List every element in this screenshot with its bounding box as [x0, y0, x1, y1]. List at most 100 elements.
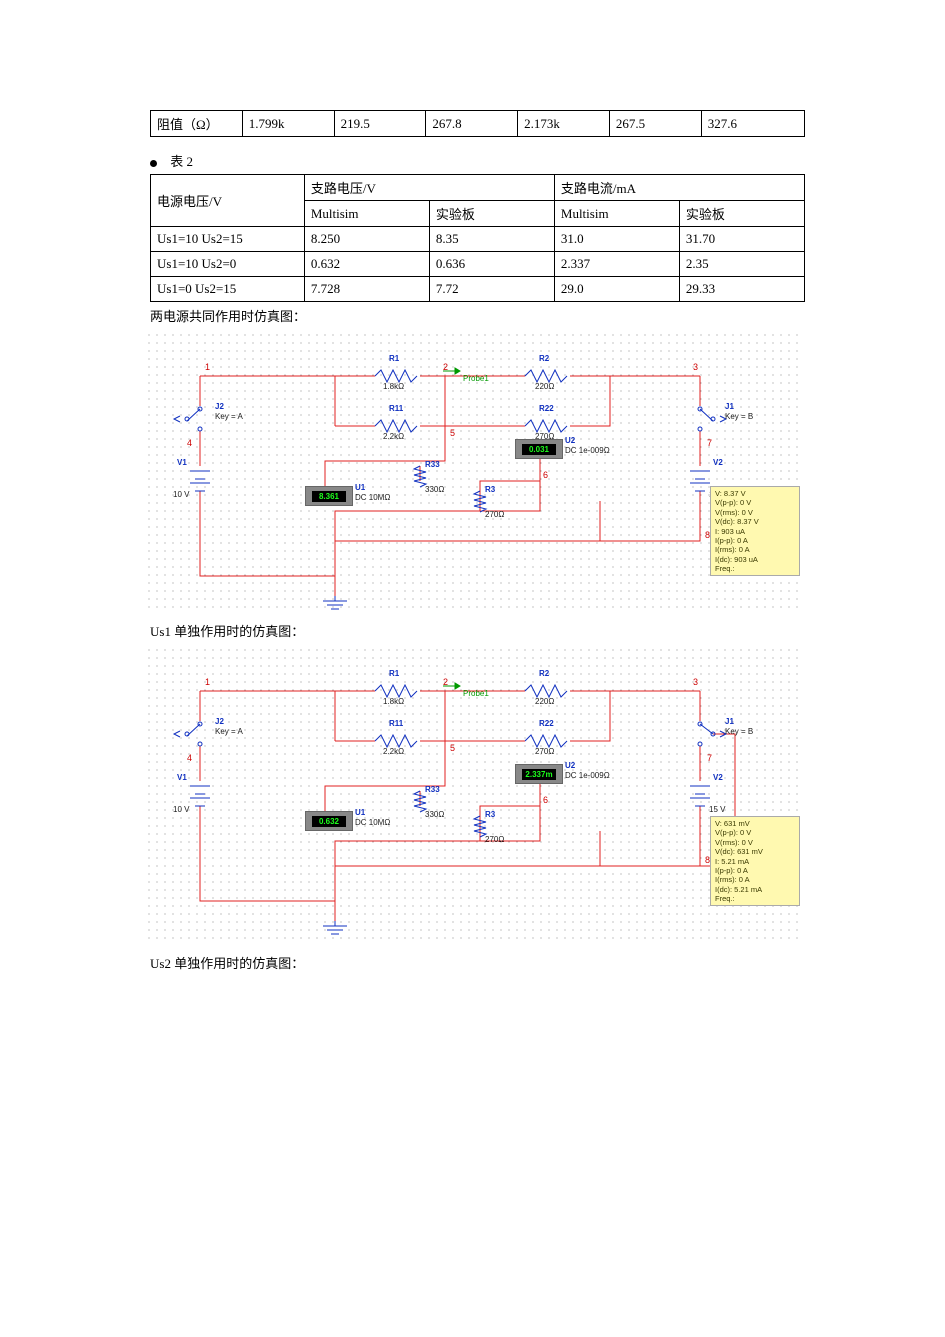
circuit-diagram-us1: 1 2 3 4 5 6 7 8 R1 1.8kΩ R2 220Ω R11 2.2… [145, 646, 800, 941]
comp-value: 1.8kΩ [383, 698, 404, 707]
comp-value: DC 1e-009Ω [565, 447, 610, 456]
comp-label: R33 [425, 461, 440, 470]
info-line: I(p-p): 0 A [715, 536, 795, 545]
comp-value: 10 V [173, 806, 189, 815]
caption-us1-only: Us1 Us1 单独作用时的仿真图： 单独作用时的仿真图： [150, 621, 805, 640]
info-line: Freq.: [715, 894, 795, 903]
info-line: V: 8.37 V [715, 489, 795, 498]
th: 实验板 [686, 207, 725, 222]
node-label: 4 [187, 439, 192, 449]
th: Multisim [561, 206, 609, 221]
comp-label: R2 [539, 670, 549, 679]
comp-label: U2 [565, 762, 575, 771]
cell: 7.728 [311, 281, 340, 296]
info-line: V(p-p): 0 V [715, 498, 795, 507]
meter-u2: 2.337m [515, 764, 563, 784]
cell: 267.8 [432, 116, 461, 131]
node-label: 3 [693, 363, 698, 373]
node-label: 1 [205, 678, 210, 688]
comp-label: R1 [389, 355, 399, 364]
probe-info-box: V: 8.37 V V(p-p): 0 V V(rms): 0 V V(dc):… [710, 486, 800, 576]
info-line: I(p-p): 0 A [715, 866, 795, 875]
info-line: Freq.: [715, 564, 795, 573]
comp-label: R2 [539, 355, 549, 364]
comp-label: R22 [539, 720, 554, 729]
table2-heading-text: 表 2 [170, 154, 193, 169]
comp-label: R22 [539, 405, 554, 414]
th: 实验板 [436, 207, 475, 222]
th: 支路电压/V [311, 181, 376, 196]
cell: 1.799k [249, 116, 285, 131]
comp-value: DC 1e-009Ω [565, 772, 610, 781]
comp-label: R33 [425, 786, 440, 795]
comp-value: 270Ω [485, 836, 504, 845]
comp-label: V2 [713, 774, 723, 783]
comp-label: U1 [355, 809, 365, 818]
cell: 8.35 [436, 231, 459, 246]
cell: 31.0 [561, 231, 584, 246]
meter-u1-value: 0.632 [312, 816, 346, 827]
comp-value: DC 10MΩ [355, 819, 390, 828]
info-line: I(rms): 0 A [715, 545, 795, 554]
comp-label: J1 [725, 718, 734, 727]
comp-label: V1 [177, 459, 187, 468]
comp-value: 220Ω [535, 698, 554, 707]
table-row: 电源电压/V 支路电压/V 支路电流/mA [151, 175, 805, 201]
circuit-diagram-both: 1 2 3 4 5 6 7 8 R1 1.8kΩ R2 220Ω R11 2.2… [145, 331, 800, 611]
node-label: 7 [707, 439, 712, 449]
th: 电源电压/V [157, 194, 222, 209]
comp-label: R11 [389, 720, 403, 729]
probe-label: Probe1 [463, 690, 489, 699]
comp-value: DC 10MΩ [355, 494, 390, 503]
meter-u2-value: 0.031 [522, 444, 556, 455]
meter-u2-value: 2.337m [522, 769, 556, 780]
info-line: V: 631 mV [715, 819, 795, 828]
comp-value: 270Ω [535, 748, 554, 757]
th: 支路电流/mA [561, 181, 636, 196]
cell: 31.70 [686, 231, 715, 246]
node-label: 7 [707, 754, 712, 764]
table-row: Us1=0 Us2=15 7.728 7.72 29.0 29.33 [151, 277, 805, 302]
comp-label: R3 [485, 486, 495, 495]
table-row: Us1=10 Us2=15 8.250 8.35 31.0 31.70 [151, 227, 805, 252]
meter-u2: 0.031 [515, 439, 563, 459]
cell: Us1=0 Us2=15 [157, 281, 236, 296]
probe-label: Probe1 [463, 375, 489, 384]
cell: 0.636 [436, 256, 465, 271]
info-line: V(dc): 8.37 V [715, 517, 795, 526]
circuit-wires [145, 331, 800, 611]
table-row: 阻值（Ω） 1.799k 219.5 267.8 2.173k 267.5 32… [151, 111, 805, 137]
caption-us2-only: Us2 单独作用时的仿真图： [150, 953, 805, 972]
cell: 7.72 [436, 281, 459, 296]
cell-label: 阻值（Ω） [157, 117, 219, 132]
node-label: 6 [543, 471, 548, 481]
comp-label: U1 [355, 484, 365, 493]
cell: 0.632 [311, 256, 340, 271]
comp-value: Key = A [215, 413, 243, 422]
comp-value: 2.2kΩ [383, 748, 404, 757]
cell: 2.35 [686, 256, 709, 271]
cell: 8.250 [311, 231, 340, 246]
comp-value: 1.8kΩ [383, 383, 404, 392]
node-label: 5 [450, 744, 455, 754]
comp-label: R3 [485, 811, 495, 820]
comp-label: V1 [177, 774, 187, 783]
node-label: 4 [187, 754, 192, 764]
comp-label: J2 [215, 403, 224, 412]
comp-label: J1 [725, 403, 734, 412]
comp-value: Key = B [725, 413, 753, 422]
comp-value: 10 V [173, 491, 189, 500]
cell: 219.5 [341, 116, 370, 131]
cell: 2.337 [561, 256, 590, 271]
node-label: 2 [443, 363, 448, 373]
table2-heading: 表 2 [150, 151, 805, 170]
node-label: 6 [543, 796, 548, 806]
node-label: 1 [205, 363, 210, 373]
meter-u1: 8.361 [305, 486, 353, 506]
node-label: 2 [443, 678, 448, 688]
table-superposition: 电源电压/V 支路电压/V 支路电流/mA Multisim 实验板 Multi… [150, 174, 805, 302]
meter-u1: 0.632 [305, 811, 353, 831]
comp-value: 220Ω [535, 383, 554, 392]
info-line: I: 5.21 mA [715, 857, 795, 866]
cell: 267.5 [616, 116, 645, 131]
